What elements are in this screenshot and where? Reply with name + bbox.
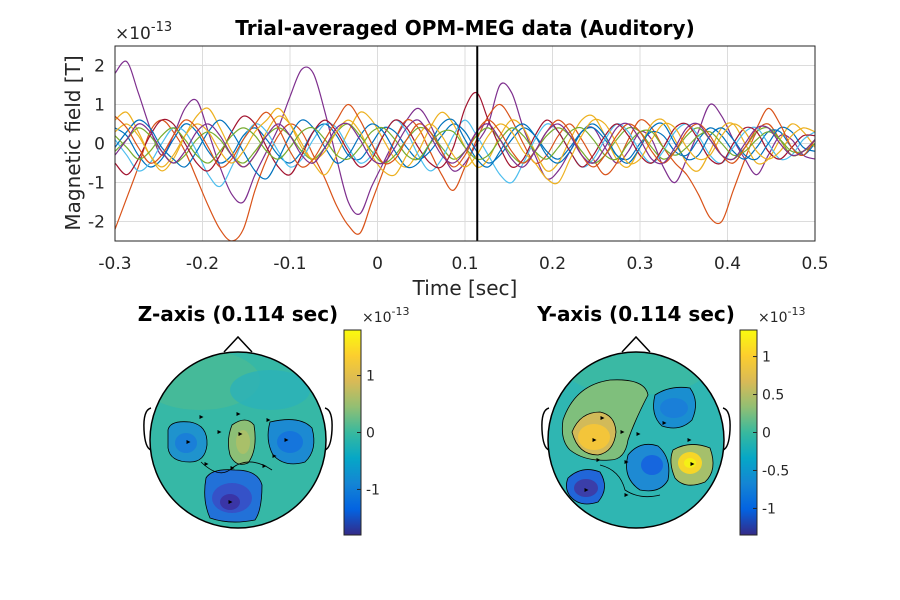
colorbar-z-exponent-power: -13 xyxy=(392,305,410,318)
channel-trace xyxy=(115,126,815,164)
main-title: Trial-averaged OPM-MEG data (Auditory) xyxy=(235,16,694,40)
x-tick-label: -0.1 xyxy=(273,254,306,274)
colorbar-y-ticks: 1 0.5 0 -0.5 -1 xyxy=(753,350,789,517)
sensor-marker xyxy=(228,500,233,504)
channel-trace xyxy=(115,107,815,185)
nose-z xyxy=(223,335,253,353)
y-axis-label: Magnetic field [T] xyxy=(61,55,85,230)
sensor-marker xyxy=(236,412,241,416)
sensor-marker xyxy=(584,488,589,492)
colorbar-z-ticks: 1 0 -1 xyxy=(357,369,380,498)
map-blob xyxy=(660,398,688,418)
map-blob xyxy=(236,430,250,454)
x-tick-label: -0.2 xyxy=(186,254,219,274)
colorbar-tick-label: -0.5 xyxy=(762,463,789,479)
left-ear-z xyxy=(143,407,152,451)
map-blob xyxy=(574,479,598,497)
colorbar-tick-label: -1 xyxy=(762,501,776,517)
topoplot-z-map xyxy=(150,352,326,528)
sensors-z xyxy=(186,412,289,504)
channel-trace xyxy=(115,60,815,215)
colorbar-y-exponent: ×10-13 xyxy=(758,305,806,326)
y-tick-label: -2 xyxy=(88,213,105,233)
sensor-marker xyxy=(592,438,597,442)
y-tick-label: 2 xyxy=(94,57,105,77)
sensor-marker xyxy=(204,462,209,466)
x-axis-label: Time [sec] xyxy=(412,276,518,300)
right-ear-z xyxy=(324,407,333,451)
x-tick-label: 0.3 xyxy=(626,254,653,274)
x-tick-label: 0.4 xyxy=(714,254,741,274)
sensor-marker xyxy=(662,421,667,425)
topoplot-y-title: Y-axis (0.114 sec) xyxy=(536,302,735,326)
colorbar-z-exponent: ×10-13 xyxy=(362,305,410,326)
y-tick-labels: 2 1 0 -1 -2 xyxy=(88,57,105,233)
channel-trace xyxy=(115,119,815,168)
map-blob xyxy=(578,424,610,450)
sensor-marker xyxy=(186,440,191,444)
colorbar-tick-label: 0 xyxy=(762,426,771,442)
plot-frame xyxy=(114,45,816,242)
sensor-marker xyxy=(687,438,692,442)
y-exponent-power: -13 xyxy=(151,20,172,35)
colorbar-y-exponent-base: ×10 xyxy=(758,310,788,326)
x-tick-label: 0.2 xyxy=(539,254,566,274)
map-contour xyxy=(599,464,661,498)
colorbar-tick-label: 1 xyxy=(366,369,375,385)
topoplot-y: Y-axis (0.114 sec) 1 0.5 0 -0.5 -1 ×10-13 xyxy=(536,302,806,536)
x-tick-labels: -0.3 -0.2 -0.1 0 0.1 0.2 0.3 0.4 0.5 xyxy=(98,254,828,274)
timeseries-axes: -0.3 -0.2 -0.1 0 0.1 0.2 0.3 0.4 0.5 2 1 0 -1 -2 xyxy=(88,45,829,274)
head-outline-y xyxy=(547,351,725,529)
right-ear-y xyxy=(722,407,731,451)
colorbar-tick-label: 0 xyxy=(366,426,375,442)
sensor-marker xyxy=(596,458,601,462)
sensor-marker xyxy=(636,432,641,436)
channel-trace xyxy=(115,118,815,180)
trace-group xyxy=(115,60,815,241)
sensor-marker xyxy=(624,460,629,464)
head-outline-z xyxy=(149,351,327,529)
sensors-y xyxy=(584,416,695,497)
sensor-marker xyxy=(690,462,695,466)
sensor-marker xyxy=(284,438,289,442)
sensor-marker xyxy=(620,430,625,434)
sensor-marker xyxy=(230,466,235,470)
y-tick-label: 1 xyxy=(94,96,105,116)
sensor-marker xyxy=(262,464,267,468)
y-exponent: ×10-13 xyxy=(115,20,172,44)
colorbar-tick-label: 1 xyxy=(762,350,771,366)
map-blob xyxy=(175,433,197,453)
sensor-marker xyxy=(600,416,605,420)
x-tick-label: -0.3 xyxy=(98,254,131,274)
colorbar-z-exponent-base: ×10 xyxy=(362,310,392,326)
y-tick-label: 0 xyxy=(94,135,105,155)
left-ear-y xyxy=(541,407,550,451)
y-exponent-base: ×10 xyxy=(115,24,151,44)
nose-y xyxy=(621,335,651,353)
map-blob xyxy=(684,458,696,468)
sensor-marker xyxy=(624,493,629,497)
x-tick-label: 0 xyxy=(372,254,383,274)
sensor-marker xyxy=(238,432,243,436)
map-blob xyxy=(230,370,310,410)
map-blob xyxy=(277,431,303,453)
sensor-marker xyxy=(217,430,222,434)
colorbar-y-exponent-power: -13 xyxy=(788,305,806,318)
topoplot-z: Z-axis (0.114 sec) 1 0 -1 ×10-13 xyxy=(138,302,410,536)
x-tick-label: 0.1 xyxy=(451,254,478,274)
sensor-marker xyxy=(199,415,204,419)
sensor-marker xyxy=(272,454,277,458)
topoplot-y-map xyxy=(548,352,724,528)
colorbar-tick-label: 0.5 xyxy=(762,388,784,404)
colorbar-tick-label: -1 xyxy=(366,482,380,498)
map-blob xyxy=(641,455,663,475)
sensor-marker xyxy=(266,418,271,422)
topoplot-z-title: Z-axis (0.114 sec) xyxy=(138,302,338,326)
x-tick-label: 0.5 xyxy=(801,254,828,274)
y-tick-label: -1 xyxy=(88,174,105,194)
